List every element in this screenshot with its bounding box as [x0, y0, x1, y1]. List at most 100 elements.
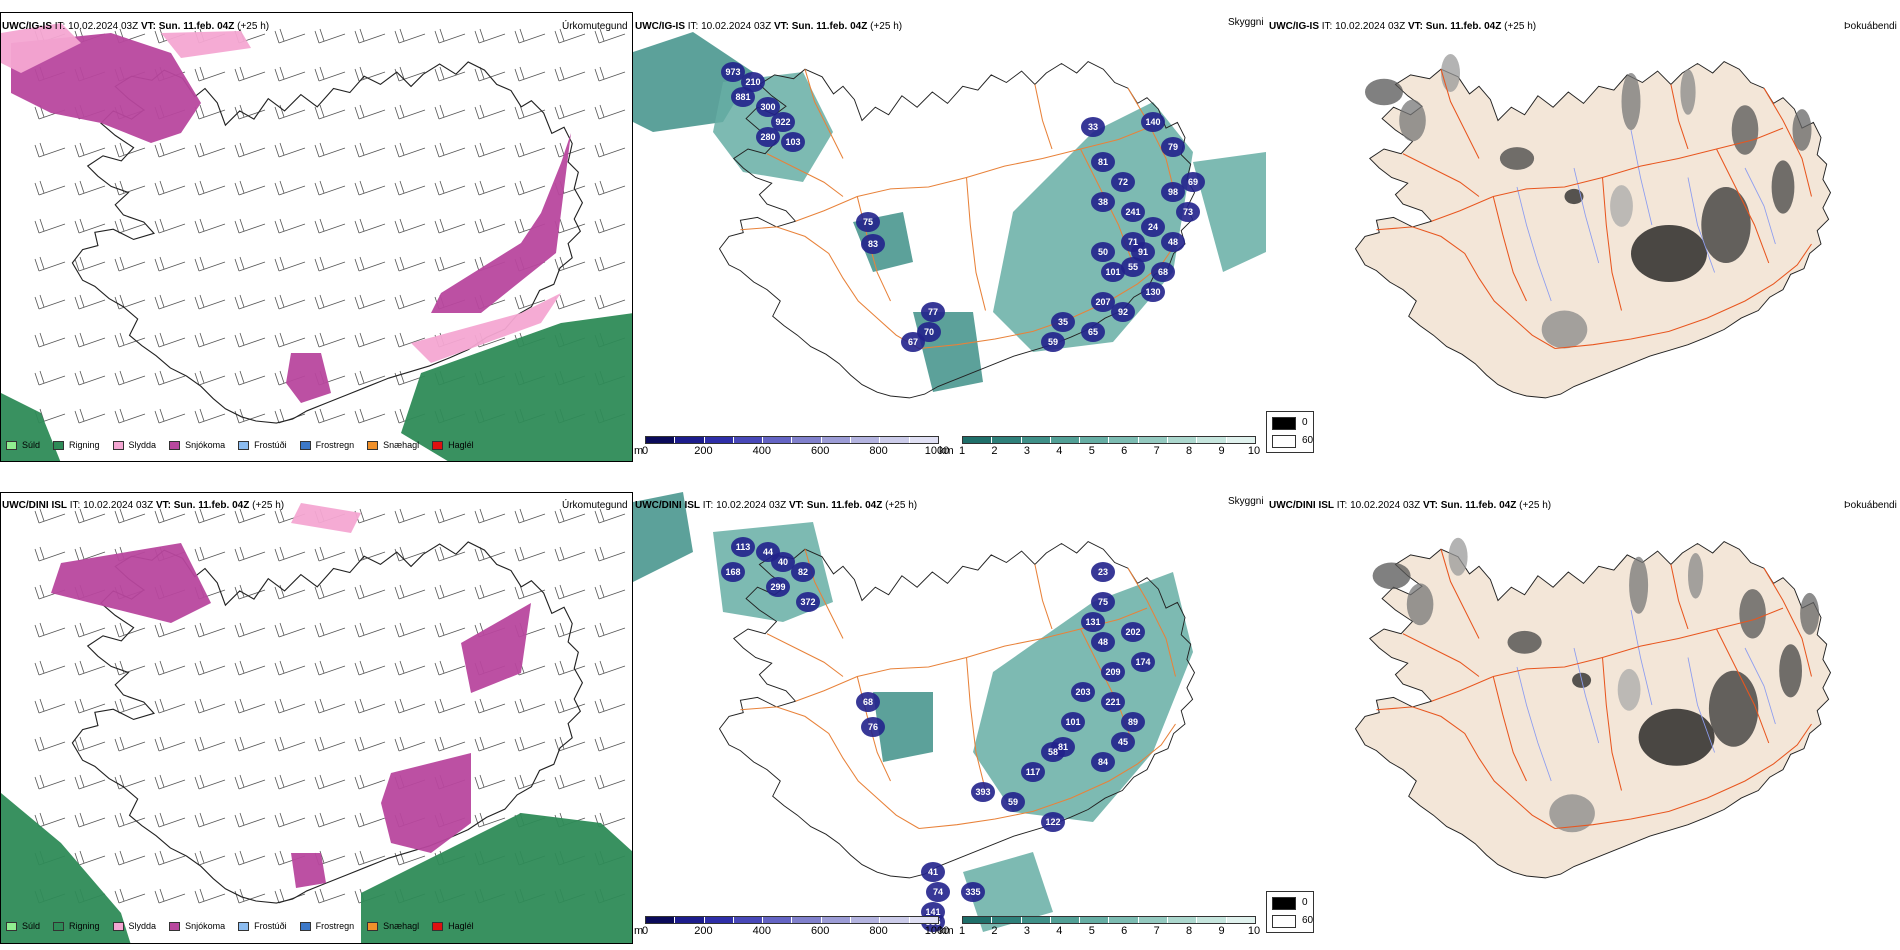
cloud-base-value: 280 [760, 132, 775, 142]
colorbar-tick: 600 [811, 445, 830, 457]
visibility-unit-1: km [939, 445, 954, 457]
map-header-1a: UWC/IG-IS IT: 10.02.2024 03Z VT: Sun. 11… [2, 21, 269, 32]
legend-swatch [169, 921, 181, 931]
cloud-base-unit-2: m [634, 925, 644, 937]
low-cloud-cell [1121, 202, 1145, 222]
fog-index-area [1779, 644, 1802, 698]
wind-barb [314, 736, 346, 752]
map-header-2b: UWC/DINI ISL IT: 10.02.2024 03Z VT: Sun.… [635, 500, 917, 511]
precip-legend-item: Frostregn [299, 440, 354, 450]
low-cloud-cell [921, 302, 945, 322]
legend-swatch [367, 921, 379, 931]
colorbar-cell [851, 917, 881, 923]
low-cloud-cell [1081, 117, 1105, 137]
valid-label: VT: [1407, 21, 1423, 32]
map-header-1b: UWC/IG-IS IT: 10.02.2024 03Z VT: Sun. 11… [635, 21, 902, 32]
colorbar-tick: 200 [694, 445, 713, 457]
precip-area-sleet-4 [411, 293, 561, 363]
wind-barb [554, 546, 586, 562]
wind-barb [514, 142, 546, 158]
low-cloud-cell [756, 97, 780, 117]
wind-barb [514, 774, 546, 790]
cloud-base-value: 140 [1145, 117, 1160, 127]
cloud-base-value: 241 [1125, 207, 1140, 217]
low-cloud-cell [1131, 652, 1155, 672]
cloud-base-value: 69 [1188, 177, 1198, 187]
cloud-base-value: 92 [1118, 307, 1128, 317]
wind-barb [34, 332, 66, 348]
wind-barb [274, 180, 306, 196]
wind-barb [314, 142, 346, 158]
cloud-area-4 [963, 852, 1053, 932]
wind-barb [434, 218, 466, 234]
legend-swatch [299, 921, 311, 931]
legend-swatch [6, 921, 17, 931]
fog-title-1: Þokuábendi [1844, 21, 1897, 32]
precip-legend-item: Frostúði [238, 921, 287, 931]
wind-barb [114, 370, 146, 386]
wind-barb [434, 660, 466, 676]
legend-label: Slydda [128, 921, 157, 931]
cloud-base-value: 40 [778, 557, 788, 567]
colorbar-cell [880, 437, 910, 443]
cloud-base-value: 130 [1145, 287, 1160, 297]
river-4 [1744, 167, 1776, 245]
colorbar-tick: 5 [1088, 445, 1095, 457]
low-cloud-cell [1091, 242, 1115, 262]
wind-barb [74, 660, 106, 676]
wind-barb [314, 888, 346, 904]
low-cloud-cell [1111, 732, 1135, 752]
wind-barb [194, 774, 226, 790]
cloud-base-value: 75 [863, 217, 873, 227]
low-cloud-cell [961, 882, 985, 902]
colorbar-cell [1197, 917, 1227, 923]
legend-swatch [238, 440, 250, 450]
fog-index-area [1507, 630, 1542, 654]
low-cloud-cell [1121, 232, 1145, 252]
wind-barb [474, 66, 506, 82]
wind-barb [594, 294, 626, 310]
precip-title-2: Úrkomutegund [562, 500, 628, 511]
wind-barb [554, 66, 586, 82]
wind-barb [314, 408, 346, 424]
fog-index-area [1610, 185, 1633, 227]
colorbar-tick: 200 [694, 925, 713, 937]
precip-area-snow-3 [461, 603, 531, 693]
legend-swatch [169, 440, 181, 450]
wind-barb [594, 28, 626, 44]
wind-barb [434, 698, 466, 714]
legend-label: Rigning [69, 440, 100, 450]
wind-barb [114, 622, 146, 638]
wind-barb [474, 812, 506, 828]
low-cloud-cell [1091, 192, 1115, 212]
low-cloud-cell [1121, 257, 1145, 277]
wind-barb [594, 142, 626, 158]
precip-area-snow-6 [291, 853, 326, 888]
cloud-base-value: 41 [928, 867, 938, 877]
road-4 [1601, 177, 1623, 311]
colorbar-tick: 4 [1056, 445, 1063, 457]
wind-barb [314, 622, 346, 638]
cloud-base-value: 58 [1048, 747, 1058, 757]
fog-index-area [1708, 670, 1759, 747]
wind-barb [34, 812, 66, 828]
colorbar-cell [1168, 437, 1198, 443]
precip-area-snow-3 [431, 133, 571, 313]
wind-barb [114, 888, 146, 904]
wind-barb [234, 256, 266, 272]
fog-legend-label: 60 [1302, 915, 1314, 926]
colorbar-tick: 6 [1121, 925, 1128, 937]
wind-barb [554, 660, 586, 676]
cloud-base-value: 372 [800, 597, 815, 607]
wind-barb [34, 546, 66, 562]
precip-legend-item: Súld [6, 440, 40, 450]
low-cloud-cell [1061, 712, 1085, 732]
legend-swatch [112, 921, 124, 931]
wind-barb [434, 28, 466, 44]
wind-barb [274, 256, 306, 272]
colorbar-cell [963, 437, 993, 443]
issue-time: IT: 10.02.2024 03Z [1321, 21, 1406, 32]
wind-barb [114, 812, 146, 828]
cloud-base-value: 89 [1128, 717, 1138, 727]
wind-barb [274, 736, 306, 752]
